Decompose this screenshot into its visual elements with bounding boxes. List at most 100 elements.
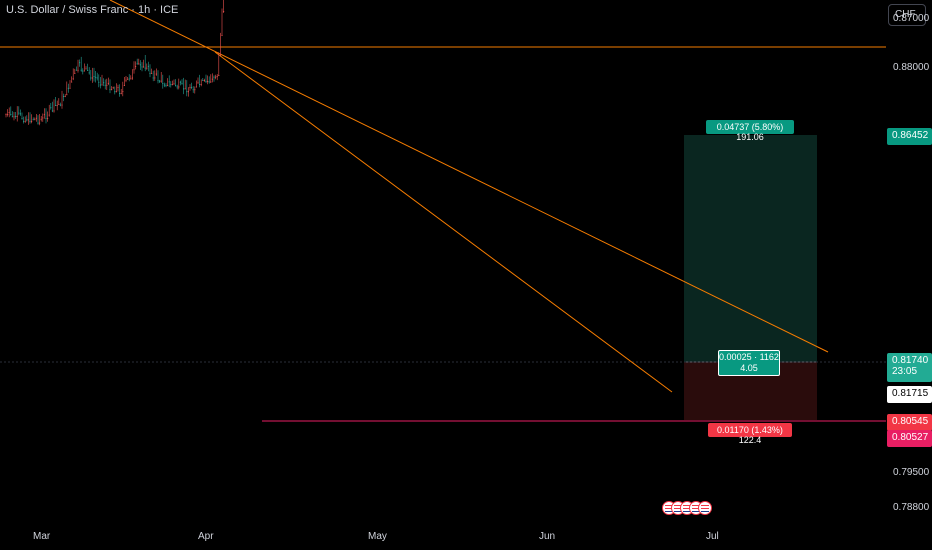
candle-body [85, 68, 87, 70]
candle-body [80, 69, 82, 71]
candle-body [194, 89, 196, 91]
time-label-jul: Jul [706, 531, 719, 542]
candle-body [7, 114, 9, 115]
candle-body [74, 72, 76, 74]
candle-body [151, 72, 153, 74]
candle-body [178, 86, 180, 88]
us-flag-icon[interactable] [698, 501, 712, 515]
chart-canvas[interactable] [0, 0, 886, 520]
candle-body [202, 79, 204, 81]
candle-body [207, 81, 209, 82]
candle-body [112, 87, 114, 89]
candle-body [83, 70, 85, 72]
candle-body [127, 78, 129, 80]
last-price-label: 0.81740 23:05 [887, 353, 932, 382]
candle-body [39, 122, 41, 124]
candle-body [48, 114, 50, 116]
bar-countdown: 23:05 [892, 366, 918, 377]
candle-body [191, 86, 193, 88]
candle-body [117, 87, 119, 88]
candle-body [159, 80, 161, 82]
candle-body [115, 91, 117, 93]
candle-body [154, 77, 156, 79]
candle-body [37, 122, 39, 124]
candle-body [171, 84, 173, 86]
candle-body [138, 63, 140, 65]
candle-body [125, 79, 127, 81]
candle-body [179, 81, 181, 83]
candle-body [66, 94, 68, 96]
trend-line-lower [214, 51, 673, 393]
time-label-may: May [368, 531, 387, 542]
candle-body [175, 85, 177, 87]
candle-body [29, 120, 31, 122]
candle-body [87, 70, 89, 72]
candle-body [205, 81, 207, 82]
candle-body [75, 69, 77, 71]
candle-body [208, 81, 210, 83]
candle-body [203, 79, 205, 81]
candle-body [160, 80, 162, 82]
candle-body [71, 81, 73, 83]
candle-body [5, 114, 7, 115]
entry-info-line2: 4.05 [740, 363, 758, 373]
stop-price-label: 0.80545 [887, 414, 932, 431]
candle-body [163, 84, 165, 86]
candle-body [63, 96, 65, 97]
candle-body [15, 116, 17, 117]
candle-body [40, 118, 42, 120]
candle-body [213, 76, 215, 78]
candle-body [219, 54, 221, 56]
time-axis[interactable] [0, 520, 886, 550]
candle-body [79, 62, 81, 64]
candle-body [106, 84, 108, 86]
candle-body [19, 113, 21, 115]
candle-body [24, 120, 26, 122]
candle-body [43, 114, 45, 116]
profit-zone [684, 135, 817, 362]
candle-body [195, 86, 197, 88]
candle-body [144, 67, 146, 69]
candle-body [133, 69, 135, 71]
candle-body [96, 77, 98, 79]
stop-info-box[interactable]: 0.01170 (1.43%) 122.4 [708, 423, 792, 445]
candle-body [77, 69, 79, 71]
candle-body [82, 70, 84, 72]
candle-body [218, 75, 220, 77]
price-tick: 0.78800 [893, 502, 930, 513]
candle-body [59, 104, 61, 106]
candle-body [199, 84, 201, 85]
crosshair-price-label: 0.81715 [887, 386, 932, 403]
price-tick: 0.88000 [893, 62, 930, 73]
entry-info-box[interactable]: 0.00025 · 1162 4.05 [718, 350, 780, 376]
candle-body [95, 76, 97, 78]
candle-body [210, 81, 212, 83]
target-info-box[interactable]: 0.04737 (5.80%) 191.06 [706, 120, 794, 142]
candle-body [53, 110, 55, 112]
candle-body [69, 87, 71, 89]
candle-body [111, 89, 113, 91]
candle-body [128, 78, 130, 80]
candle-body [183, 88, 185, 90]
symbol-title[interactable]: U.S. Dollar / Swiss Franc · 1h · ICE [6, 4, 179, 16]
candle-body [189, 87, 191, 89]
candle-body [197, 82, 199, 84]
support-price-label: 0.80527 [887, 430, 932, 447]
candle-body [61, 104, 63, 106]
candle-body [16, 116, 18, 117]
candle-body [34, 119, 36, 121]
candle-body [181, 82, 183, 84]
economic-events[interactable] [662, 501, 712, 517]
candle-body [131, 77, 133, 79]
currency-button[interactable]: CHF [888, 4, 926, 26]
candle-body [47, 117, 49, 119]
candle-body [215, 76, 217, 78]
candle-body [10, 114, 12, 115]
candle-body [123, 85, 125, 86]
candle-body [13, 116, 15, 118]
candle-body [211, 78, 213, 80]
candle-body [21, 117, 23, 119]
candle-body [216, 76, 218, 77]
entry-info-line1: 0.00025 · 1162 [719, 352, 779, 362]
candle-body [170, 84, 172, 86]
